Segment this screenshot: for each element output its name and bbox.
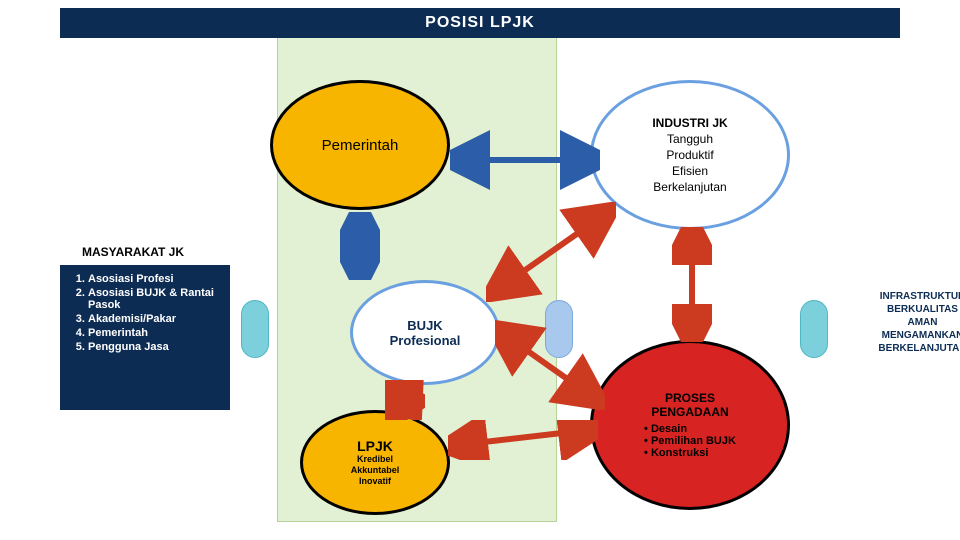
node-pemerintah: Pemerintah <box>270 80 450 210</box>
node-line: BUJK <box>407 318 442 333</box>
node-line: BERKUALITAS <box>887 303 958 316</box>
node-heading: PROSES <box>665 391 715 405</box>
connector-pill <box>800 300 828 358</box>
node-infrastruktur: INFRASTRUKTUR BERKUALITAS AMAN MENGAMANK… <box>835 255 960 390</box>
node-list: Desain Pemilihan BUJK Konstruksi <box>644 423 736 459</box>
node-heading: LPJK <box>357 438 393 454</box>
node-line: BERKELANJUTAN <box>878 342 960 355</box>
connector-pill <box>241 300 269 358</box>
list-item: Desain <box>644 423 736 435</box>
arrow-icon <box>385 380 425 420</box>
node-line: INFRASTRUKTUR <box>880 290 960 303</box>
masyarakat-box: Asosiasi Profesi Asosiasi BUJK & Rantai … <box>60 265 230 410</box>
list-item: Asosiasi Profesi <box>88 273 224 285</box>
node-bujk: BUJK Profesional <box>350 280 500 385</box>
arrow-icon <box>448 420 598 460</box>
node-line: AMAN <box>908 316 938 329</box>
list-item: Pengguna Jasa <box>88 341 224 353</box>
masyarakat-title: MASYARAKAT JK <box>82 245 184 259</box>
arrow-icon <box>340 212 380 280</box>
node-line: MENGAMANKAN <box>882 329 960 342</box>
node-line: Efisien <box>672 163 708 179</box>
list-item: Konstruksi <box>644 447 736 459</box>
arrow-icon <box>672 227 712 342</box>
list-item: Pemerintah <box>88 327 224 339</box>
node-proses: PROSES PENGADAAN Desain Pemilihan BUJK K… <box>590 340 790 510</box>
arrow-icon <box>495 320 605 410</box>
node-sub: Kredibel <box>357 454 393 465</box>
node-heading: INDUSTRI JK <box>652 115 727 131</box>
node-line: Profesional <box>390 333 461 348</box>
node-line: Tangguh <box>667 131 713 147</box>
title-bar: POSISI LPJK <box>60 8 900 38</box>
node-label: Pemerintah <box>322 137 399 154</box>
node-sub: Inovatif <box>359 476 391 487</box>
arrow-icon <box>450 130 600 190</box>
arrow-icon <box>486 202 616 302</box>
node-lpjk: LPJK Kredibel Akkuntabel Inovatif <box>300 410 450 515</box>
node-industri: INDUSTRI JK Tangguh Produktif Efisien Be… <box>590 80 790 230</box>
list-item: Asosiasi BUJK & Rantai Pasok <box>88 287 224 311</box>
node-line: Produktif <box>666 147 713 163</box>
node-sub: Akkuntabel <box>351 465 400 476</box>
page-title: POSISI LPJK <box>425 14 535 32</box>
node-heading: PENGADAAN <box>651 405 728 419</box>
list-item: Akademisi/Pakar <box>88 313 224 325</box>
masyarakat-list: Asosiasi Profesi Asosiasi BUJK & Rantai … <box>88 273 224 353</box>
node-line: Berkelanjutan <box>653 179 726 195</box>
list-item: Pemilihan BUJK <box>644 435 736 447</box>
